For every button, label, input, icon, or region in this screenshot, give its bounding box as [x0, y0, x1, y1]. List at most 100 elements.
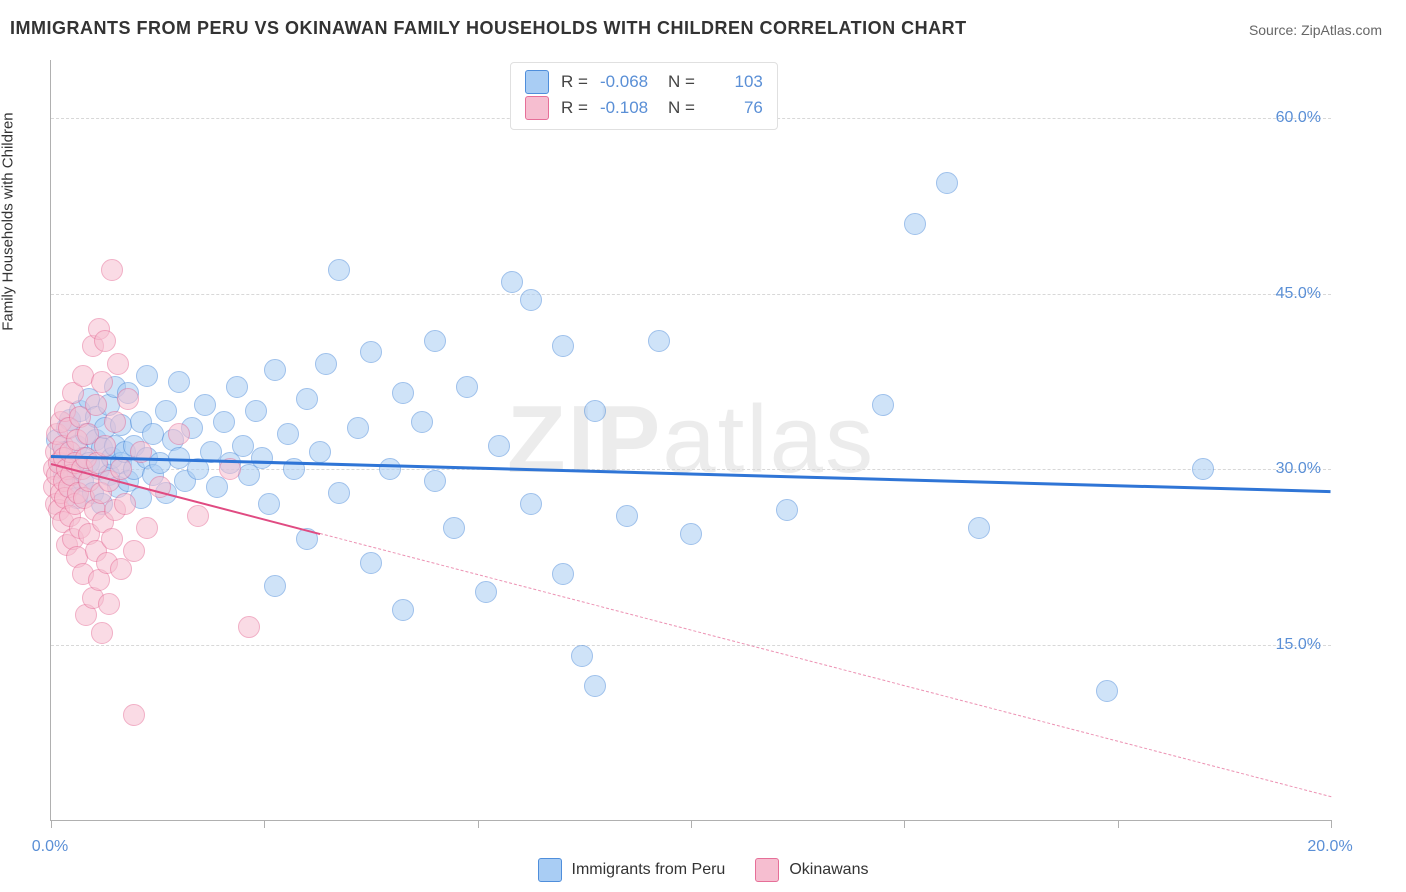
series-swatch — [538, 858, 562, 882]
gridline — [51, 645, 1331, 646]
plot-area: ZIPatlas 15.0%30.0%45.0%60.0% — [50, 60, 1331, 821]
legend-item: Okinawans — [755, 858, 868, 882]
x-tick — [51, 820, 52, 828]
data-point — [117, 388, 139, 410]
data-point — [104, 411, 126, 433]
data-point — [347, 417, 369, 439]
series-swatch — [525, 70, 549, 94]
data-point — [110, 458, 132, 480]
n-label: N = — [668, 95, 695, 121]
y-axis-label: Family Households with Children — [0, 112, 17, 330]
data-point — [213, 411, 235, 433]
n-label: N = — [668, 69, 695, 95]
data-point — [315, 353, 337, 375]
source-label: Source: ZipAtlas.com — [1249, 22, 1382, 38]
data-point — [296, 388, 318, 410]
chart-container: IMMIGRANTS FROM PERU VS OKINAWAN FAMILY … — [0, 0, 1406, 892]
stats-row: R = -0.068 N = 103 — [525, 69, 763, 95]
data-point — [94, 330, 116, 352]
data-point — [168, 423, 190, 445]
data-point — [904, 213, 926, 235]
y-tick-label: 30.0% — [1276, 460, 1321, 478]
x-tick — [478, 820, 479, 828]
data-point — [584, 675, 606, 697]
data-point — [194, 394, 216, 416]
data-point — [245, 400, 267, 422]
data-point — [277, 423, 299, 445]
data-point — [411, 411, 433, 433]
x-tick — [691, 820, 692, 828]
gridline — [51, 294, 1331, 295]
data-point — [1192, 458, 1214, 480]
data-point — [258, 493, 280, 515]
data-point — [584, 400, 606, 422]
x-tick — [904, 820, 905, 828]
data-point — [443, 517, 465, 539]
data-point — [123, 540, 145, 562]
data-point — [392, 599, 414, 621]
data-point — [968, 517, 990, 539]
legend-label: Okinawans — [789, 861, 868, 879]
data-point — [238, 616, 260, 638]
r-label: R = — [561, 95, 588, 121]
x-tick-label: 20.0% — [1307, 838, 1352, 856]
data-point — [936, 172, 958, 194]
watermark-bold: ZIP — [507, 386, 662, 493]
data-point — [155, 400, 177, 422]
data-point — [251, 447, 273, 469]
data-point — [168, 371, 190, 393]
data-point — [456, 376, 478, 398]
data-point — [616, 505, 638, 527]
data-point — [114, 493, 136, 515]
x-tick-label: 0.0% — [32, 838, 68, 856]
stats-legend: R =-0.068N =103R =-0.108N =76 — [510, 62, 778, 130]
data-point — [136, 517, 158, 539]
data-point — [680, 523, 702, 545]
data-point — [226, 376, 248, 398]
data-point — [309, 441, 331, 463]
y-tick-label: 45.0% — [1276, 285, 1321, 303]
data-point — [94, 435, 116, 457]
x-tick — [264, 820, 265, 828]
data-point — [136, 365, 158, 387]
data-point — [520, 289, 542, 311]
trend-line — [320, 533, 1331, 797]
data-point — [776, 499, 798, 521]
data-point — [85, 394, 107, 416]
data-point — [552, 335, 574, 357]
data-point — [424, 470, 446, 492]
data-point — [264, 359, 286, 381]
chart-title: IMMIGRANTS FROM PERU VS OKINAWAN FAMILY … — [10, 18, 967, 39]
r-value: -0.068 — [600, 69, 656, 95]
data-point — [571, 645, 593, 667]
data-point — [98, 593, 120, 615]
r-value: -0.108 — [600, 95, 656, 121]
data-point — [379, 458, 401, 480]
data-point — [91, 371, 113, 393]
data-point — [1096, 680, 1118, 702]
legend-item: Immigrants from Peru — [538, 858, 726, 882]
y-tick-label: 60.0% — [1276, 109, 1321, 127]
data-point — [520, 493, 542, 515]
n-value: 103 — [707, 69, 763, 95]
data-point — [328, 259, 350, 281]
series-swatch — [755, 858, 779, 882]
data-point — [648, 330, 670, 352]
data-point — [328, 482, 350, 504]
data-point — [101, 528, 123, 550]
data-point — [264, 575, 286, 597]
data-point — [187, 505, 209, 527]
r-label: R = — [561, 69, 588, 95]
data-point — [475, 581, 497, 603]
data-point — [424, 330, 446, 352]
data-point — [123, 704, 145, 726]
x-tick — [1118, 820, 1119, 828]
series-swatch — [525, 96, 549, 120]
data-point — [552, 563, 574, 585]
data-point — [488, 435, 510, 457]
stats-row: R =-0.108N =76 — [525, 95, 763, 121]
data-point — [392, 382, 414, 404]
data-point — [107, 353, 129, 375]
y-tick-label: 15.0% — [1276, 636, 1321, 654]
data-point — [101, 259, 123, 281]
